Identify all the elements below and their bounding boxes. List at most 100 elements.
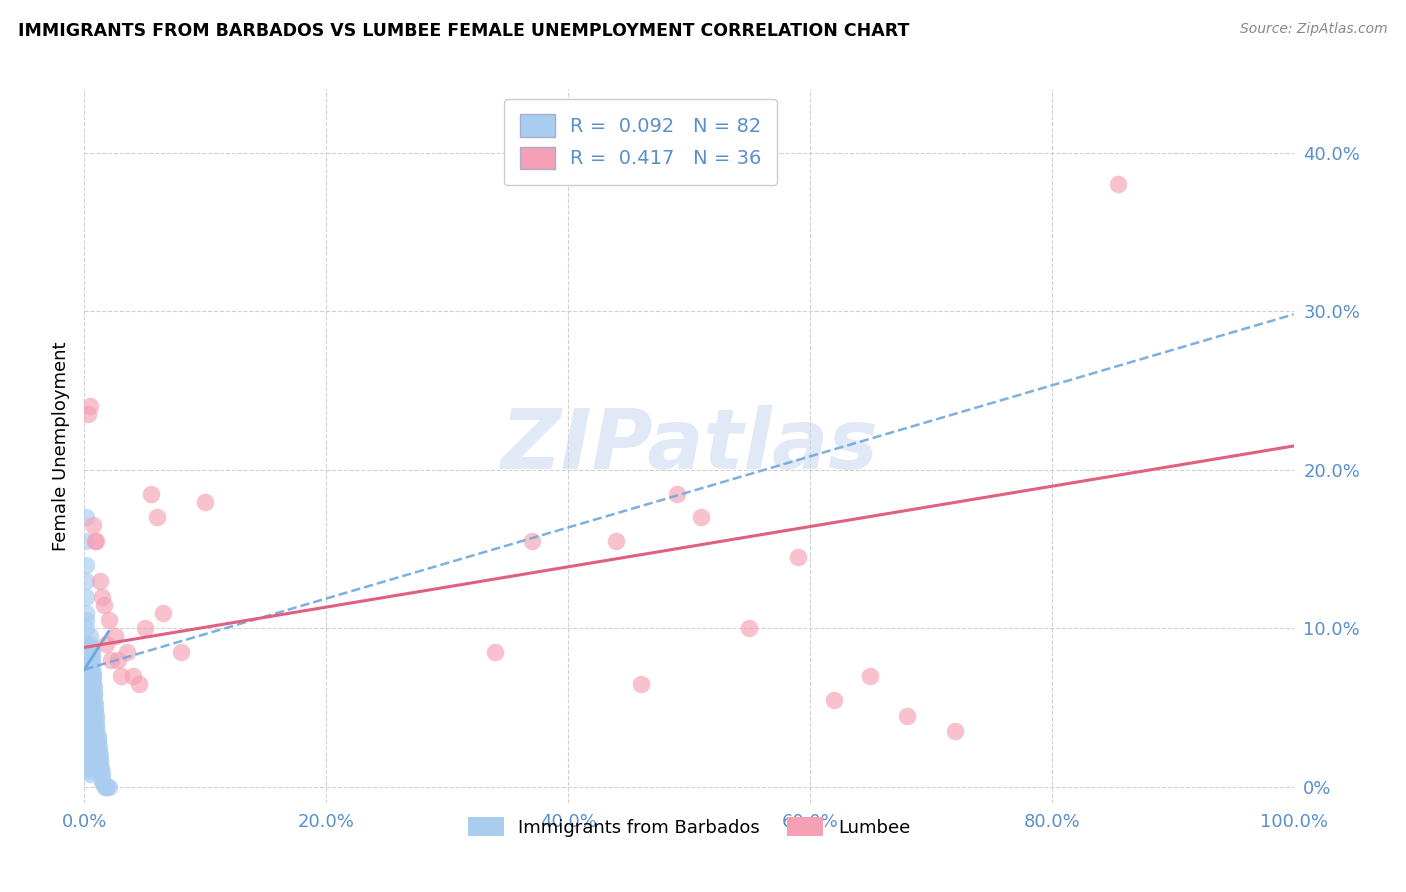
- Point: [86, 729, 108, 743]
- Y-axis label: Female Unemployment: Female Unemployment: [52, 342, 70, 550]
- Point: [107, 653, 129, 667]
- Point: [76, 661, 98, 675]
- Point: [77, 716, 100, 731]
- Point: [91, 590, 114, 604]
- Point: [690, 510, 713, 524]
- Point: [86, 716, 108, 731]
- Point: [91, 772, 114, 786]
- Point: [75, 534, 97, 549]
- Point: [76, 704, 98, 718]
- Point: [665, 486, 688, 500]
- Point: [75, 510, 97, 524]
- Point: [110, 669, 132, 683]
- Point: [896, 708, 918, 723]
- Point: [82, 669, 104, 683]
- Point: [484, 645, 506, 659]
- Point: [134, 621, 156, 635]
- Point: [84, 704, 107, 718]
- Point: [77, 740, 100, 755]
- Point: [80, 657, 103, 671]
- Point: [75, 590, 97, 604]
- Point: [76, 688, 98, 702]
- Point: [79, 767, 101, 781]
- Point: [90, 764, 112, 778]
- Point: [104, 629, 127, 643]
- Point: [91, 767, 114, 781]
- Point: [943, 724, 966, 739]
- Point: [77, 745, 100, 759]
- Point: [77, 407, 100, 421]
- Point: [100, 653, 122, 667]
- Point: [87, 740, 110, 755]
- Point: [859, 669, 882, 683]
- Point: [76, 680, 98, 694]
- Point: [75, 574, 97, 588]
- Point: [823, 692, 845, 706]
- Point: [146, 510, 169, 524]
- Point: [80, 653, 103, 667]
- Point: [77, 732, 100, 747]
- Point: [83, 688, 105, 702]
- Point: [87, 745, 110, 759]
- Point: [86, 708, 108, 723]
- Point: [128, 677, 150, 691]
- Point: [89, 753, 111, 767]
- Point: [76, 685, 98, 699]
- Text: IMMIGRANTS FROM BARBADOS VS LUMBEE FEMALE UNEMPLOYMENT CORRELATION CHART: IMMIGRANTS FROM BARBADOS VS LUMBEE FEMAL…: [18, 22, 910, 40]
- Point: [786, 549, 808, 564]
- Text: Source: ZipAtlas.com: Source: ZipAtlas.com: [1240, 22, 1388, 37]
- Point: [94, 637, 117, 651]
- Point: [93, 778, 115, 792]
- Point: [76, 700, 98, 714]
- Point: [82, 677, 104, 691]
- Point: [76, 672, 98, 686]
- Point: [77, 748, 100, 763]
- Point: [77, 756, 100, 771]
- Point: [77, 751, 100, 765]
- Point: [89, 574, 111, 588]
- Point: [89, 748, 111, 763]
- Point: [84, 534, 107, 549]
- Point: [76, 664, 98, 678]
- Point: [79, 637, 101, 651]
- Point: [84, 698, 107, 712]
- Legend: Immigrants from Barbados, Lumbee: Immigrants from Barbados, Lumbee: [461, 809, 917, 844]
- Point: [75, 621, 97, 635]
- Point: [170, 645, 193, 659]
- Point: [97, 780, 120, 794]
- Point: [94, 780, 117, 794]
- Point: [80, 661, 103, 675]
- Point: [75, 645, 97, 659]
- Point: [82, 518, 104, 533]
- Point: [77, 724, 100, 739]
- Point: [93, 598, 115, 612]
- Point: [86, 724, 108, 739]
- Point: [115, 645, 138, 659]
- Point: [520, 534, 543, 549]
- Point: [90, 761, 112, 775]
- Point: [86, 720, 108, 734]
- Point: [86, 534, 108, 549]
- Point: [83, 692, 105, 706]
- Point: [96, 780, 118, 794]
- Point: [77, 728, 100, 742]
- Text: ZIPatlas: ZIPatlas: [501, 406, 877, 486]
- Point: [86, 737, 108, 751]
- Point: [97, 614, 120, 628]
- Point: [77, 761, 100, 775]
- Point: [89, 756, 111, 771]
- Point: [194, 494, 217, 508]
- Point: [75, 606, 97, 620]
- Point: [86, 712, 108, 726]
- Point: [76, 653, 98, 667]
- Point: [82, 673, 104, 688]
- Point: [79, 640, 101, 655]
- Point: [1107, 178, 1129, 192]
- Point: [76, 669, 98, 683]
- Point: [76, 677, 98, 691]
- Point: [152, 606, 174, 620]
- Point: [738, 621, 761, 635]
- Point: [77, 720, 100, 734]
- Point: [94, 780, 117, 794]
- Point: [86, 732, 108, 747]
